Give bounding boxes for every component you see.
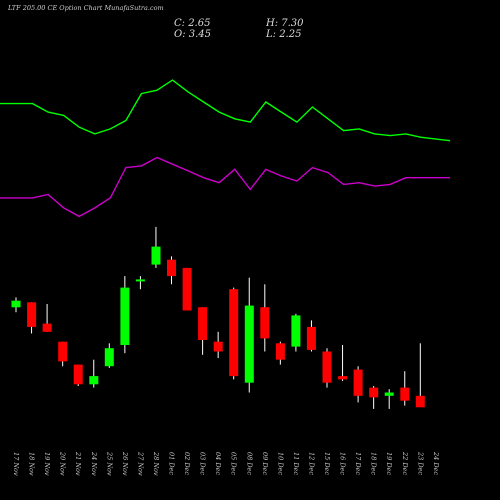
x-tick-label: 05 Dec bbox=[230, 452, 238, 475]
x-tick-label: 28 Nov bbox=[152, 451, 160, 476]
candle-body bbox=[213, 341, 223, 352]
x-tick-label: 03 Dec bbox=[199, 452, 207, 475]
x-tick-label: 17 Nov bbox=[12, 452, 20, 476]
x-tick-label: 08 Dec bbox=[245, 452, 253, 475]
x-tick-label: 23 Dec bbox=[416, 451, 424, 475]
x-axis-labels: 17 Nov 18 Nov 19 Nov 20 Nov 21 Nov 24 Nov 25 N… bbox=[12, 451, 440, 476]
candle-body bbox=[338, 376, 348, 380]
candle bbox=[42, 304, 52, 332]
candle-body bbox=[27, 302, 37, 327]
candle bbox=[73, 364, 83, 386]
candle-body bbox=[135, 279, 145, 282]
candle bbox=[260, 284, 270, 352]
candle-body bbox=[182, 267, 192, 311]
candles bbox=[11, 226, 425, 409]
x-tick-label: 10 Dec bbox=[276, 452, 284, 475]
candle-body bbox=[291, 315, 301, 347]
x-tick-label: 19 Nov bbox=[43, 452, 51, 476]
candle bbox=[338, 345, 348, 381]
lower-indicator-line bbox=[0, 156, 450, 218]
open-value: O: 3.45 bbox=[174, 29, 212, 40]
candle bbox=[151, 226, 161, 268]
candle-body bbox=[275, 343, 285, 360]
chart-title: LTF 205.00 CE Option Chart MunafaSutra.c… bbox=[8, 4, 164, 12]
candle bbox=[275, 341, 285, 365]
candle bbox=[120, 276, 130, 354]
candle-body bbox=[260, 307, 270, 339]
candle bbox=[182, 267, 192, 311]
x-tick-label: 22 Dec bbox=[401, 451, 409, 475]
candle bbox=[306, 320, 316, 352]
x-tick-label: 18 Nov bbox=[28, 452, 36, 476]
x-tick-label: 12 Dec bbox=[307, 452, 315, 475]
candle-body bbox=[353, 369, 363, 396]
x-tick-label: 17 Dec bbox=[354, 452, 362, 475]
x-tick-label: 24 Dec bbox=[432, 451, 440, 475]
x-tick-label: 20 Nov bbox=[59, 451, 67, 476]
x-tick-label: 27 Nov bbox=[136, 451, 144, 476]
x-tick-label: 24 Nov bbox=[90, 451, 98, 476]
candle bbox=[104, 343, 114, 368]
candle bbox=[369, 386, 379, 409]
x-tick-label: 09 Dec bbox=[261, 452, 269, 475]
indicator-lines bbox=[0, 79, 451, 218]
candle bbox=[415, 343, 425, 408]
x-tick-label: 16 Dec bbox=[339, 452, 347, 475]
candle bbox=[167, 256, 176, 285]
candle bbox=[353, 366, 363, 403]
candle-body bbox=[104, 348, 114, 367]
candle-body bbox=[400, 387, 410, 401]
candle bbox=[135, 276, 145, 290]
candle bbox=[11, 297, 21, 313]
x-tick-label: 04 Dec bbox=[214, 452, 222, 475]
candle-body bbox=[58, 341, 68, 362]
low-value: L: 2.25 bbox=[266, 29, 302, 40]
candle bbox=[89, 359, 99, 388]
candle-body bbox=[120, 287, 130, 345]
candle bbox=[322, 348, 332, 388]
candle-body bbox=[306, 326, 316, 350]
candle bbox=[27, 302, 37, 334]
candle bbox=[229, 287, 239, 380]
candle-body bbox=[229, 289, 239, 377]
candle-body bbox=[42, 323, 52, 332]
x-tick-label: 11 Dec bbox=[292, 452, 300, 475]
candle bbox=[213, 331, 223, 359]
candle-body bbox=[369, 387, 379, 398]
x-tick-label: 18 Dec bbox=[370, 452, 378, 475]
candle bbox=[384, 389, 394, 409]
candle-body bbox=[244, 305, 254, 383]
candle bbox=[244, 277, 254, 393]
candle bbox=[291, 313, 301, 352]
x-tick-label: 19 Dec bbox=[385, 452, 393, 475]
upper-indicator-line bbox=[0, 79, 451, 142]
close-value: C: 2.65 bbox=[174, 18, 211, 29]
x-tick-label: 02 Dec bbox=[183, 452, 191, 475]
candle-body bbox=[151, 246, 161, 265]
x-tick-label: 01 Dec bbox=[168, 452, 176, 475]
candle-body bbox=[11, 300, 21, 308]
candle-body bbox=[198, 307, 208, 340]
x-tick-label: 26 Nov bbox=[121, 451, 129, 476]
candle-body bbox=[167, 259, 176, 277]
candle-body bbox=[322, 351, 332, 383]
candle-body bbox=[415, 395, 425, 408]
high-value: H: 7.30 bbox=[266, 18, 304, 29]
candle-body bbox=[384, 392, 394, 396]
candle-body bbox=[73, 364, 83, 385]
candle bbox=[400, 371, 410, 406]
candle-body bbox=[89, 376, 99, 385]
x-tick-label: 15 Dec bbox=[323, 452, 331, 475]
candle bbox=[198, 307, 208, 355]
candle bbox=[58, 341, 68, 367]
x-tick-label: 25 Nov bbox=[105, 451, 113, 476]
x-tick-label: 21 Nov bbox=[74, 451, 82, 476]
